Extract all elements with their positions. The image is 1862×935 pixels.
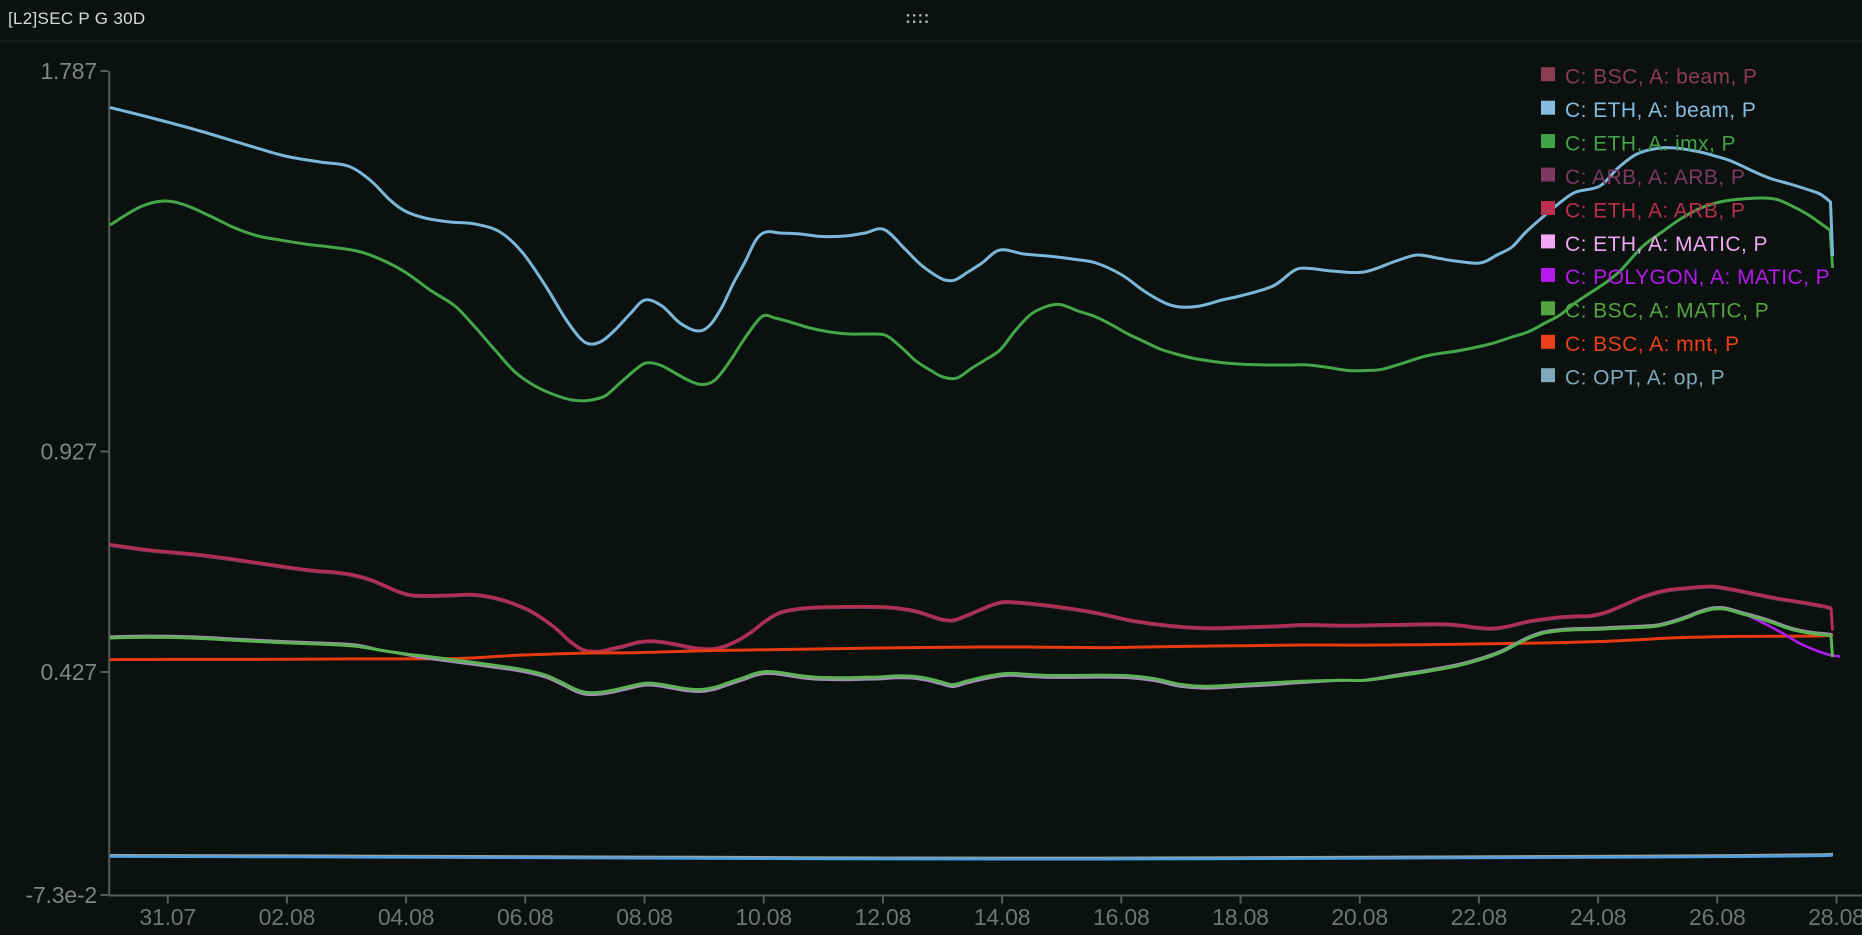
svg-text:12.08: 12.08 (855, 904, 912, 930)
svg-text:31.07: 31.07 (139, 904, 196, 930)
svg-text:24.08: 24.08 (1570, 904, 1627, 930)
svg-text:20.08: 20.08 (1331, 904, 1388, 930)
svg-text:18.08: 18.08 (1212, 904, 1269, 930)
svg-text:C: ETH, A: beam, P: C: ETH, A: beam, P (1565, 99, 1756, 122)
svg-text:-7.3e-2: -7.3e-2 (26, 882, 97, 908)
svg-text:08.08: 08.08 (616, 904, 673, 930)
svg-text:C: POLYGON, A: MATIC, P: C: POLYGON, A: MATIC, P (1565, 266, 1830, 289)
svg-text:[L2]SEC P G 30D: [L2]SEC P G 30D (8, 9, 145, 28)
svg-text:10.08: 10.08 (735, 904, 792, 930)
svg-text:C: OPT, A: op, P: C: OPT, A: op, P (1565, 367, 1725, 390)
svg-text:C: BSC, A: mnt, P: C: BSC, A: mnt, P (1565, 333, 1740, 356)
svg-text:02.08: 02.08 (259, 904, 316, 930)
svg-text:14.08: 14.08 (974, 904, 1031, 930)
svg-text:C: BSC, A: beam, P: C: BSC, A: beam, P (1565, 66, 1758, 89)
svg-text:28.08: 28.08 (1808, 904, 1862, 930)
svg-text:22.08: 22.08 (1451, 904, 1508, 930)
svg-text:C: ETH, A: imx, P: C: ETH, A: imx, P (1565, 132, 1736, 155)
svg-text:04.08: 04.08 (378, 904, 435, 930)
svg-text:C: ARB, A: ARB, P: C: ARB, A: ARB, P (1565, 166, 1745, 189)
svg-text:06.08: 06.08 (497, 904, 554, 930)
svg-text:C: ETH, A: MATIC, P: C: ETH, A: MATIC, P (1565, 233, 1768, 256)
svg-text:C: ETH, A: ARB, P: C: ETH, A: ARB, P (1565, 199, 1745, 222)
svg-text:0.427: 0.427 (40, 659, 97, 685)
svg-text:26.08: 26.08 (1689, 904, 1746, 930)
svg-text:1.787: 1.787 (40, 58, 97, 84)
svg-text:16.08: 16.08 (1093, 904, 1150, 930)
svg-text:C: BSC, A: MATIC, P: C: BSC, A: MATIC, P (1565, 300, 1769, 323)
svg-text:0.927: 0.927 (40, 439, 97, 465)
